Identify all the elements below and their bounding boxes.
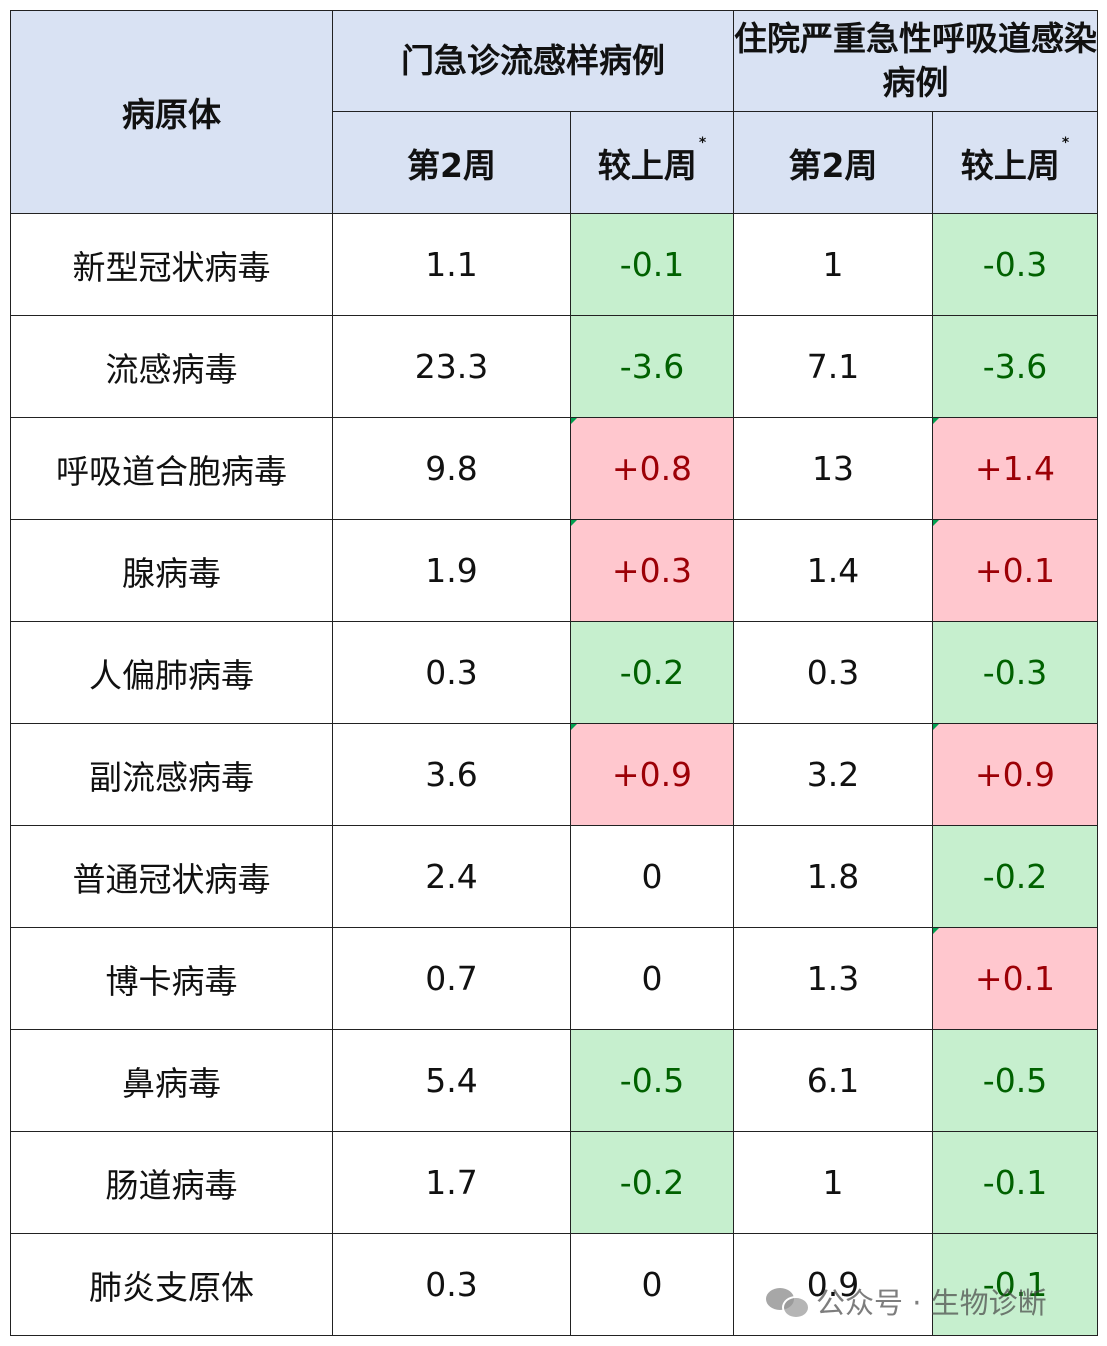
pathogen-name-cell: 腺病毒 [10, 519, 333, 622]
table-row: 副流感病毒 3.6 +0.9 3.2 +0.9 [10, 723, 1098, 826]
outpatient-change-cell: -0.2 [570, 1131, 734, 1234]
table-row: 肺炎支原体 0.3 0 0.9 -0.1 [10, 1233, 1098, 1336]
inpatient-week-cell: 1 [733, 1131, 933, 1234]
outpatient-change-cell: -0.5 [570, 1029, 734, 1132]
inpatient-change-cell: +0.1 [932, 519, 1098, 622]
inpatient-change-cell: -3.6 [932, 315, 1098, 418]
header-outpatient-week: 第2周 [332, 111, 571, 214]
inpatient-change-cell: -0.5 [932, 1029, 1098, 1132]
table-row: 博卡病毒 0.7 0 1.3 +0.1 [10, 927, 1098, 1030]
pathogen-name-cell: 博卡病毒 [10, 927, 333, 1030]
inpatient-week-cell: 0.9 [733, 1233, 933, 1336]
header-inpatient-group: 住院严重急性呼吸道感染病例 [733, 10, 1098, 112]
inpatient-change-cell: -0.3 [932, 621, 1098, 724]
table-row: 呼吸道合胞病毒 9.8 +0.8 13 +1.4 [10, 417, 1098, 520]
outpatient-change-cell: -0.1 [570, 213, 734, 316]
table-row: 新型冠状病毒 1.1 -0.1 1 -0.3 [10, 213, 1098, 316]
inpatient-week-cell: 1 [733, 213, 933, 316]
outpatient-change-cell: +0.9 [570, 723, 734, 826]
outpatient-week-cell: 3.6 [332, 723, 571, 826]
inpatient-week-cell: 0.3 [733, 621, 933, 724]
inpatient-change-cell: +0.1 [932, 927, 1098, 1030]
inpatient-week-cell: 3.2 [733, 723, 933, 826]
outpatient-week-cell: 9.8 [332, 417, 571, 520]
table-body: 新型冠状病毒 1.1 -0.1 1 -0.3 流感病毒 23.3 -3.6 7.1 -3.6 呼吸道… [10, 213, 1098, 1336]
outpatient-change-cell: -3.6 [570, 315, 734, 418]
inpatient-change-cell: -0.1 [932, 1233, 1098, 1336]
outpatient-week-cell: 0.7 [332, 927, 571, 1030]
pathogen-name-cell: 新型冠状病毒 [10, 213, 333, 316]
header-outpatient-change: 较上周* [570, 111, 734, 214]
pathogen-name-cell: 肺炎支原体 [10, 1233, 333, 1336]
outpatient-change-cell: +0.3 [570, 519, 734, 622]
outpatient-week-cell: 0.3 [332, 1233, 571, 1336]
header-outpatient-group: 门急诊流感样病例 [332, 10, 734, 112]
inpatient-change-cell: +1.4 [932, 417, 1098, 520]
table-row: 鼻病毒 5.4 -0.5 6.1 -0.5 [10, 1029, 1098, 1132]
outpatient-week-cell: 5.4 [332, 1029, 571, 1132]
header-inpatient-change: 较上周* [932, 111, 1098, 214]
inpatient-week-cell: 1.4 [733, 519, 933, 622]
pathogen-name-cell: 人偏肺病毒 [10, 621, 333, 724]
inpatient-week-cell: 1.3 [733, 927, 933, 1030]
inpatient-week-cell: 7.1 [733, 315, 933, 418]
outpatient-week-cell: 23.3 [332, 315, 571, 418]
pathogen-name-cell: 肠道病毒 [10, 1131, 333, 1234]
outpatient-change-cell: 0 [570, 927, 734, 1030]
pathogen-name-cell: 普通冠状病毒 [10, 825, 333, 928]
table-row: 肠道病毒 1.7 -0.2 1 -0.1 [10, 1131, 1098, 1234]
pathogen-name-cell: 鼻病毒 [10, 1029, 333, 1132]
inpatient-change-cell: -0.3 [932, 213, 1098, 316]
header-pathogen: 病原体 [10, 10, 333, 214]
pathogen-name-cell: 流感病毒 [10, 315, 333, 418]
table-row: 流感病毒 23.3 -3.6 7.1 -3.6 [10, 315, 1098, 418]
outpatient-week-cell: 1.9 [332, 519, 571, 622]
inpatient-change-cell: +0.9 [932, 723, 1098, 826]
outpatient-week-cell: 2.4 [332, 825, 571, 928]
table-row: 腺病毒 1.9 +0.3 1.4 +0.1 [10, 519, 1098, 622]
outpatient-week-cell: 1.7 [332, 1131, 571, 1234]
table-row: 人偏肺病毒 0.3 -0.2 0.3 -0.3 [10, 621, 1098, 724]
outpatient-week-cell: 0.3 [332, 621, 571, 724]
inpatient-change-cell: -0.2 [932, 825, 1098, 928]
pathogen-name-cell: 副流感病毒 [10, 723, 333, 826]
pathogen-name-cell: 呼吸道合胞病毒 [10, 417, 333, 520]
table-row: 普通冠状病毒 2.4 0 1.8 -0.2 [10, 825, 1098, 928]
header-inpatient-week: 第2周 [733, 111, 933, 214]
outpatient-change-cell: 0 [570, 1233, 734, 1336]
inpatient-week-cell: 6.1 [733, 1029, 933, 1132]
inpatient-change-cell: -0.1 [932, 1131, 1098, 1234]
outpatient-change-cell: 0 [570, 825, 734, 928]
outpatient-change-cell: +0.8 [570, 417, 734, 520]
inpatient-week-cell: 1.8 [733, 825, 933, 928]
outpatient-change-cell: -0.2 [570, 621, 734, 724]
inpatient-week-cell: 13 [733, 417, 933, 520]
outpatient-week-cell: 1.1 [332, 213, 571, 316]
pathogen-table: 病原体 门急诊流感样病例 住院严重急性呼吸道感染病例 第2周 较上周* 第2周 … [10, 10, 1098, 1336]
